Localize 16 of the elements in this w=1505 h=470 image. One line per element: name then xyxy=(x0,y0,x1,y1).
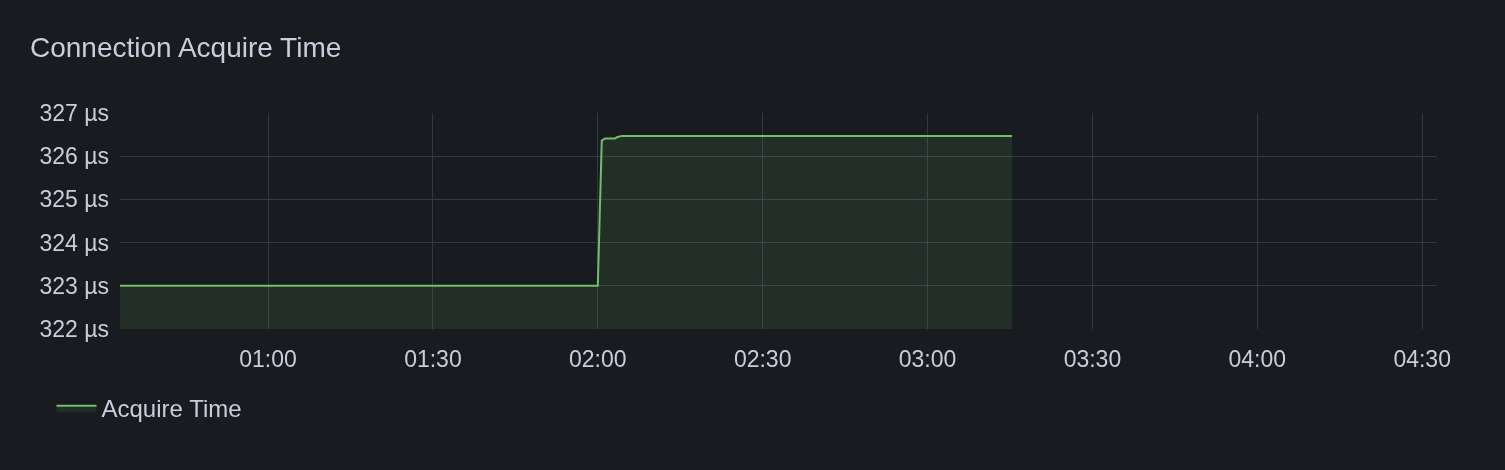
x-tick-label: 01:00 xyxy=(239,346,297,372)
x-tick-label: 02:00 xyxy=(569,346,627,372)
legend-label: Acquire Time xyxy=(101,395,242,423)
y-tick-label: 322 µs xyxy=(39,316,109,343)
y-tick-label: 326 µs xyxy=(39,143,109,170)
x-tick-label: 01:30 xyxy=(404,346,462,372)
chart-title: Connection Acquire Time xyxy=(30,31,342,63)
y-tick-label: 325 µs xyxy=(39,186,109,213)
y-tick-label: 323 µs xyxy=(39,272,109,299)
x-tick-label: 02:30 xyxy=(733,346,792,372)
x-tick-label: 04:00 xyxy=(1228,346,1287,372)
x-tick-label: 03:30 xyxy=(1063,346,1122,372)
x-tick-label: 04:30 xyxy=(1393,346,1451,372)
y-tick-label: 327 µs xyxy=(39,100,109,127)
y-tick-label: 324 µs xyxy=(39,229,109,256)
x-tick-label: 03:00 xyxy=(898,346,957,372)
